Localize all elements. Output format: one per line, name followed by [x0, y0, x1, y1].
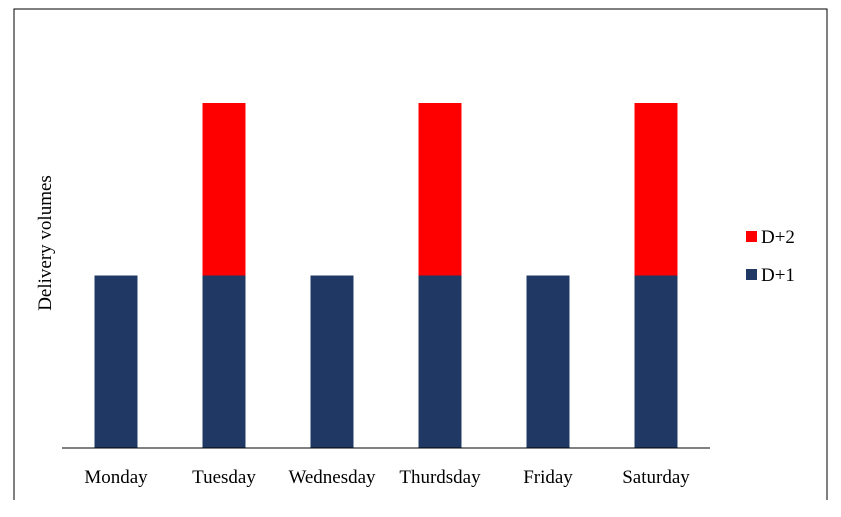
- x-tick-labels: Monday Tuesday Wednesday Thurdsday Friday Sat…: [84, 467, 690, 488]
- x-tick-label-thurdsday: Thurdsday: [399, 467, 481, 488]
- bar-d1-tuesday: [202, 275, 246, 448]
- bar-d1-saturday: [634, 275, 678, 448]
- bar-d2-saturday: [634, 103, 678, 276]
- legend-swatch-d2: [746, 231, 757, 242]
- legend-label-d2: D+2: [761, 227, 795, 248]
- legend-label-d1: D+1: [761, 265, 795, 286]
- y-axis-label: Delivery volumes: [35, 175, 56, 311]
- legend-swatch-d1: [746, 269, 757, 280]
- bars-group: [94, 103, 678, 448]
- bar-d1-monday: [94, 275, 138, 448]
- chart-border: [13, 8, 828, 500]
- x-tick-label-wednesday: Wednesday: [288, 467, 376, 488]
- legend: D+2 D+1: [746, 227, 795, 286]
- x-tick-label-monday: Monday: [84, 467, 148, 488]
- bar-d1-wednesday: [310, 275, 354, 448]
- x-tick-label-friday: Friday: [523, 467, 573, 488]
- bar-d2-tuesday: [202, 103, 246, 276]
- x-tick-label-tuesday: Tuesday: [192, 467, 256, 488]
- bar-d1-friday: [526, 275, 570, 448]
- x-tick-label-saturday: Saturday: [622, 467, 690, 488]
- bar-d1-thurdsday: [418, 275, 462, 448]
- bar-d2-thurdsday: [418, 103, 462, 276]
